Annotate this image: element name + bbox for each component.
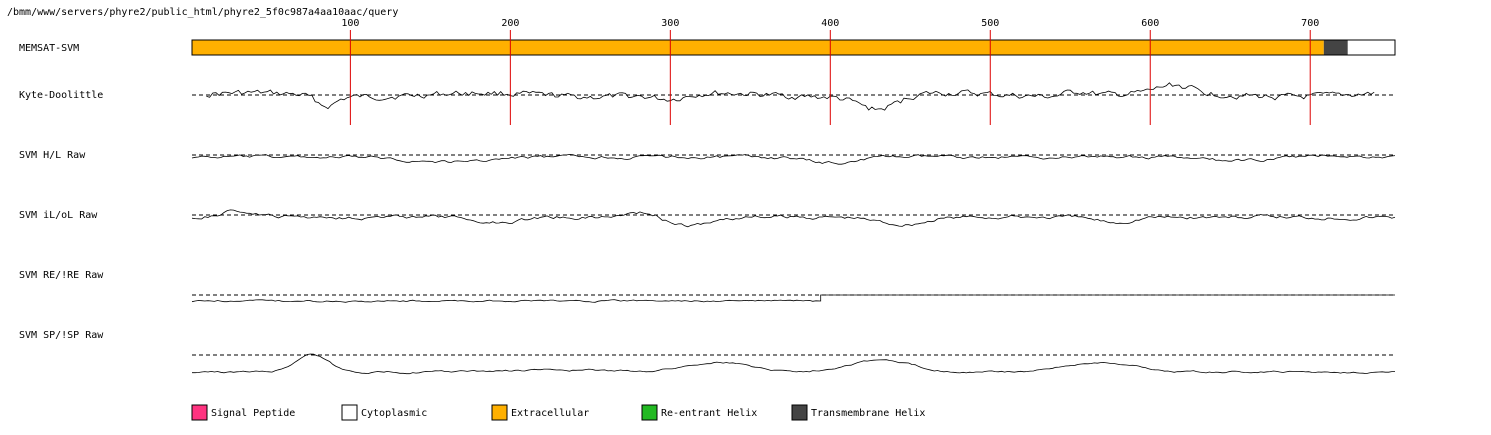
track-profile: [192, 353, 1395, 375]
legend-swatch: [191, 404, 208, 421]
legend-swatch: [641, 404, 658, 421]
topology-track: MEMSAT-SVM: [19, 39, 1396, 56]
topology-segment: [1347, 40, 1395, 55]
x-tick-labels: 100 200 300 400 500 600 700: [341, 18, 1319, 29]
track-label: MEMSAT-SVM: [19, 43, 79, 54]
position-gridlines: [349, 30, 1311, 125]
legend-label: Extracellular: [511, 408, 589, 419]
topology-segment: [192, 40, 1324, 55]
legend-label: Signal Peptide: [211, 408, 295, 419]
track-profile: [191, 209, 1396, 228]
track-label: SVM SP/!SP Raw: [19, 330, 104, 341]
track-label: Kyte-Doolittle: [19, 90, 103, 101]
legend-label: Transmembrane Helix: [811, 408, 925, 419]
legend: Signal Peptide Cytoplasmic Extracellular Re…: [191, 404, 925, 421]
query-path: /bmm/www/servers/phyre2/public_html/phyr…: [7, 7, 398, 18]
raw-tracks: Kyte-Doolittle SVM H/L Raw SVM iL/oL Raw SV…: [19, 82, 1396, 375]
track-label: SVM H/L Raw: [19, 150, 86, 161]
x-tick-label: 100: [341, 18, 359, 29]
topology-outline: [191, 39, 1396, 56]
x-tick-label: 500: [981, 18, 999, 29]
legend-swatch: [791, 404, 808, 421]
x-tick-label: 700: [1301, 18, 1319, 29]
track-profile: [206, 82, 1375, 111]
topology-segment: [1323, 40, 1348, 55]
legend-swatch: [341, 404, 358, 421]
legend-label: Cytoplasmic: [361, 408, 427, 419]
legend-label: Re-entrant Helix: [661, 408, 757, 419]
track-label: SVM iL/oL Raw: [19, 210, 98, 221]
x-tick-label: 600: [1141, 18, 1159, 29]
x-tick-label: 400: [821, 18, 839, 29]
track-profile: [191, 294, 1395, 303]
legend-swatch: [491, 404, 508, 421]
track-profile: [191, 153, 1396, 165]
x-tick-label: 200: [501, 18, 519, 29]
track-label: SVM RE/!RE Raw: [19, 270, 104, 281]
x-tick-label: 300: [661, 18, 679, 29]
